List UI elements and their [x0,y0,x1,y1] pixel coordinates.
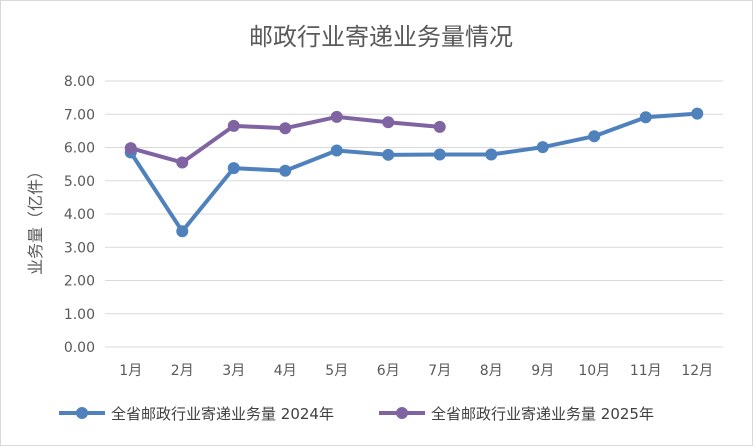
x-tick-label: 12月 [681,363,713,379]
y-tick-label: 6.00 [64,141,95,157]
x-tick-label: 2月 [171,363,194,379]
series-0 [124,107,704,238]
data-point[interactable] [433,120,446,133]
x-tick-label: 6月 [377,363,400,379]
x-tick-label: 4月 [274,363,297,379]
data-point[interactable] [227,119,240,132]
legend-label-2025: 全省邮政行业寄递业务量 2025年 [431,405,654,423]
y-tick-label: 7.00 [64,107,95,123]
x-tick-label: 9月 [531,363,554,379]
data-point[interactable] [227,162,240,175]
y-axis-ticks: 0.00 1.00 2.00 3.00 4.00 5.00 6.00 7.00 8.00 [64,74,95,356]
y-tick-label: 4.00 [64,207,95,223]
gridlines [105,80,723,348]
data-point[interactable] [176,156,189,169]
x-tick-label: 11月 [630,363,662,379]
data-point[interactable] [330,110,343,123]
y-tick-label: 2.00 [64,274,95,290]
data-point[interactable] [176,225,189,238]
y-tick-label: 3.00 [64,240,95,256]
x-tick-label: 10月 [578,363,610,379]
x-tick-label: 5月 [325,363,348,379]
series-lines [124,107,704,238]
data-point[interactable] [536,141,549,154]
y-tick-label: 1.00 [64,307,95,323]
legend-label-2024: 全省邮政行业寄递业务量 2024年 [111,405,334,423]
series-line [128,111,700,234]
y-tick-label: 0.00 [64,340,95,356]
legend[interactable]: 全省邮政行业寄递业务量 2024年 全省邮政行业寄递业务量 2025年 [59,405,654,423]
y-tick-label: 5.00 [64,174,95,190]
x-tick-label: 8月 [480,363,503,379]
data-point[interactable] [691,107,704,120]
x-tick-label: 1月 [119,363,142,379]
data-point[interactable] [485,148,498,161]
data-point[interactable] [279,122,292,135]
legend-swatch-marker-2025 [396,407,408,419]
data-point[interactable] [382,116,395,129]
data-point[interactable] [588,130,601,143]
y-tick-label: 8.00 [64,74,95,90]
legend-item-2024[interactable]: 全省邮政行业寄递业务量 2024年 [59,405,334,423]
x-tick-label: 3月 [222,363,245,379]
data-point[interactable] [433,148,446,161]
legend-swatch-marker-2024 [76,407,88,419]
y-axis-label: 业务量（亿件） [26,163,45,275]
data-point[interactable] [124,142,137,155]
data-point[interactable] [382,148,395,161]
series-1 [124,110,446,169]
x-axis-ticks: 1月 2月 3月 4月 5月 6月 7月 8月 9月 10月 11月 12月 [119,363,713,379]
data-point[interactable] [330,144,343,157]
chart-title: 邮政行业寄递业务量情况 [249,23,513,51]
legend-item-2025[interactable]: 全省邮政行业寄递业务量 2025年 [379,405,654,423]
data-point[interactable] [279,164,292,177]
x-tick-label: 7月 [428,363,451,379]
data-point[interactable] [639,111,652,124]
